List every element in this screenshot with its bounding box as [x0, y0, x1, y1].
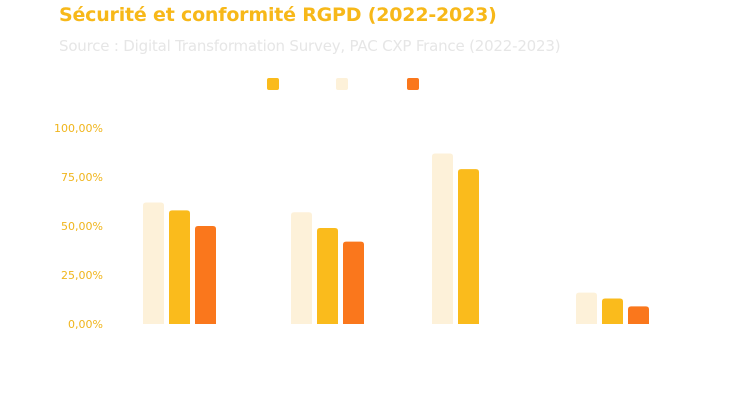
bar[interactable] — [602, 298, 623, 324]
bar[interactable] — [291, 212, 312, 324]
chart-title: Sécurité et conformité RGPD (2022-2023) — [59, 4, 497, 26]
y-tick-label: 75,00% — [61, 171, 103, 184]
bar[interactable] — [432, 153, 453, 324]
legend-swatch-gold[interactable] — [267, 78, 279, 90]
bar[interactable] — [458, 169, 479, 324]
legend-swatch-light[interactable] — [336, 78, 348, 90]
y-tick-label: 100,00% — [54, 122, 103, 135]
chart-subtitle: Source : Digital Transformation Survey, … — [59, 37, 561, 55]
legend — [0, 78, 742, 92]
bar[interactable] — [169, 210, 190, 324]
bar[interactable] — [628, 306, 649, 324]
bar[interactable] — [576, 292, 597, 324]
bar[interactable] — [143, 202, 164, 324]
bar[interactable] — [317, 227, 338, 324]
bar[interactable] — [195, 226, 216, 324]
legend-swatch-orange[interactable] — [407, 78, 419, 90]
y-tick-label: 0,00% — [68, 318, 103, 331]
y-tick-label: 25,00% — [61, 269, 103, 282]
y-tick-label: 50,00% — [61, 220, 103, 233]
bar[interactable] — [343, 241, 364, 324]
